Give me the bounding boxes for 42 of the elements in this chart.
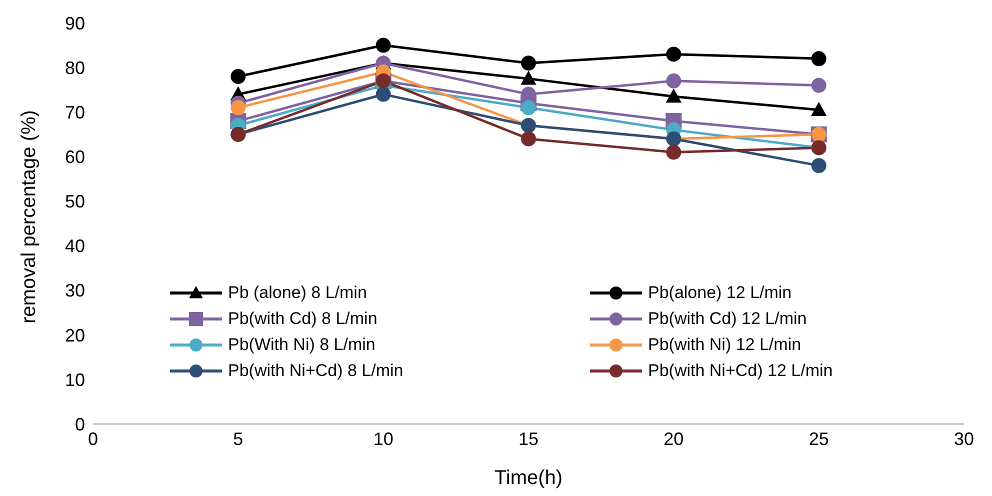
point [666,144,682,160]
y-tick-label: 0 [74,414,85,434]
point [230,68,246,84]
point [521,100,536,116]
point [376,38,391,53]
point [666,73,682,88]
x-tick-label: 10 [373,428,394,449]
x-tick-label: 0 [88,428,98,449]
point [230,100,246,116]
x-tick-label: 30 [954,428,974,449]
y-tick-label: 70 [64,102,85,122]
point [666,46,682,62]
y-tick-label: 20 [64,325,85,346]
x-tick-label: 15 [518,428,539,449]
y-tick-label: 80 [64,58,85,78]
point [811,78,826,93]
y-tick-label: 10 [64,370,85,390]
point [666,89,682,103]
legend-label: Pb(with Cd) 12 L/min [648,309,807,329]
x-tick-label: 25 [808,428,829,449]
point [521,131,536,146]
legend-label: Pb(with Ni+Cd) 8 L/min [228,361,404,381]
point [811,102,826,116]
legend-label: Pb(with Ni) 12 L/min [648,335,802,355]
legend-label: Pb(with Cd) 8 L/min [228,309,378,329]
y-tick-label: 90 [64,13,85,34]
y-tick-label: 40 [64,236,85,256]
x-tick-label: 20 [664,428,684,449]
legend-label: Pb (alone) 8 L/min [228,283,367,303]
point [811,158,826,174]
legend-label: Pb(With Ni) 8 L/min [228,335,376,355]
x-axis-title: Time(h) [494,467,563,489]
y-tick-label: 60 [64,147,85,168]
legend-label: Pb(alone) 12 L/min [648,283,792,303]
legend-label: Pb(with Ni+Cd) 12 L/min [648,361,833,381]
point [521,71,536,85]
x-tick-label: 5 [233,428,244,449]
point [811,51,826,66]
y-axis-title: removal percentage (%) [18,110,40,324]
y-tick-label: 50 [64,192,85,212]
point [521,56,536,71]
y-tick-label: 30 [64,280,85,301]
